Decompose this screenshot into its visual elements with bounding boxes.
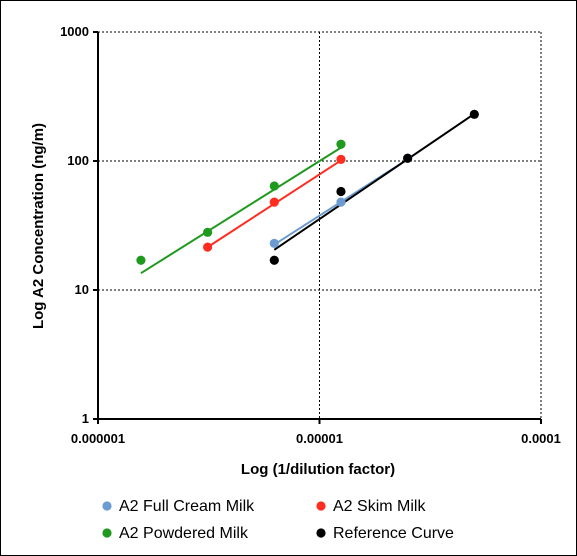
point-reference-curve-1: [336, 186, 346, 197]
y-tick-label-3: 1000: [60, 24, 89, 39]
point-a2-powdered-milk-3: [336, 139, 346, 149]
x-tick-label-0: 0.000001: [71, 431, 125, 446]
point-a2-powdered-milk-1: [203, 227, 213, 237]
data-points: [136, 109, 479, 265]
legend-label-a2-powdered-milk: A2 Powdered Milk: [119, 525, 249, 542]
point-reference-curve-3: [469, 109, 479, 119]
trendlines: [140, 113, 475, 275]
point-a2-skim-milk-2: [336, 154, 346, 164]
point-a2-full-cream-milk-1: [336, 197, 346, 207]
point-reference-curve-0: [269, 255, 279, 265]
point-reference-curve-2: [403, 153, 413, 163]
legend-label-reference-curve: Reference Curve: [333, 525, 454, 542]
point-a2-skim-milk-0: [203, 242, 213, 252]
trendline-reference-curve: [273, 113, 475, 251]
x-tick-label-2: 0.0001: [521, 431, 561, 446]
legend-marker-a2-skim-milk: [316, 501, 326, 511]
legend-marker-a2-powdered-milk: [102, 528, 112, 538]
point-a2-powdered-milk-0: [136, 255, 146, 265]
legend-marker-a2-full-cream-milk: [102, 501, 112, 511]
trendline-a2-powdered-milk: [140, 146, 342, 275]
x-axis-title: Log (1/dilution factor): [241, 461, 395, 478]
legend-marker-reference-curve: [316, 528, 326, 538]
x-tick-label-1: 0.00001: [296, 431, 343, 446]
y-tick-label-0: 1: [82, 411, 89, 426]
y-axis-title: Log A2 Concentration (ng/m): [30, 123, 47, 329]
point-a2-powdered-milk-2: [269, 181, 279, 191]
y-tick-label-1: 10: [75, 282, 89, 297]
legend-label-a2-skim-milk: A2 Skim Milk: [333, 498, 426, 515]
legend: A2 Full Cream Milk A2 Skim Milk A2 Powdere…: [102, 498, 454, 542]
point-a2-full-cream-milk-0: [269, 238, 279, 248]
y-tick-labels: 1 10 100 1000: [60, 24, 98, 426]
y-tick-label-2: 100: [67, 153, 89, 168]
x-tick-labels: 0.000001 0.00001 0.0001: [71, 419, 561, 446]
legend-label-a2-full-cream-milk: A2 Full Cream Milk: [119, 498, 255, 515]
grid-lines: [98, 31, 542, 419]
point-a2-skim-milk-1: [269, 197, 279, 207]
